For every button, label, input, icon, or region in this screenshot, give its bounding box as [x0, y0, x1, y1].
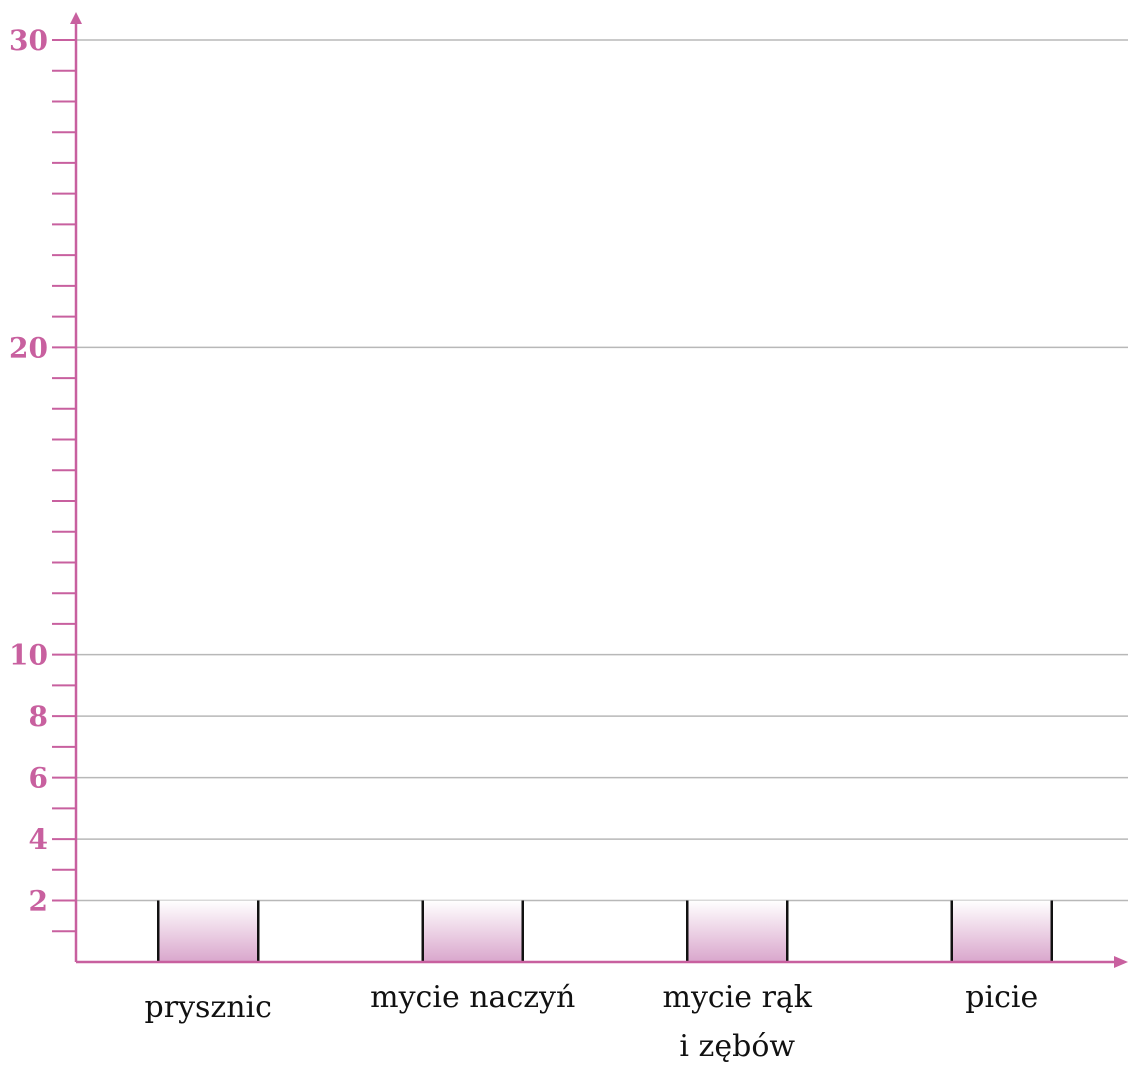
- bar: [422, 900, 523, 962]
- gridlines: [76, 39, 1128, 902]
- y-tick-label: 30: [9, 24, 48, 57]
- y-tick-label: 4: [29, 823, 48, 856]
- category-label: mycie rąk i zębów: [663, 980, 813, 1064]
- category-label: mycie naczyń: [370, 980, 575, 1015]
- y-axis-arrow: [70, 12, 82, 24]
- category-label: picie: [965, 980, 1038, 1015]
- bar: [951, 900, 1052, 962]
- labels: 2 4 6 8 10 20 30 prysznic mycie naczyń mycie rąk i…: [9, 24, 1038, 1064]
- y-tick-label: 8: [29, 700, 48, 733]
- bars: [157, 900, 1053, 962]
- y-tick-label: 2: [29, 885, 48, 918]
- y-tick-label: 10: [9, 639, 48, 672]
- y-tick-label: 20: [9, 331, 48, 364]
- y-tick-label: 6: [29, 762, 48, 795]
- category-label: prysznic: [145, 990, 272, 1025]
- bar: [687, 900, 788, 962]
- bar: [158, 900, 259, 962]
- x-axis-arrow: [1114, 956, 1128, 968]
- axes: [52, 12, 1128, 968]
